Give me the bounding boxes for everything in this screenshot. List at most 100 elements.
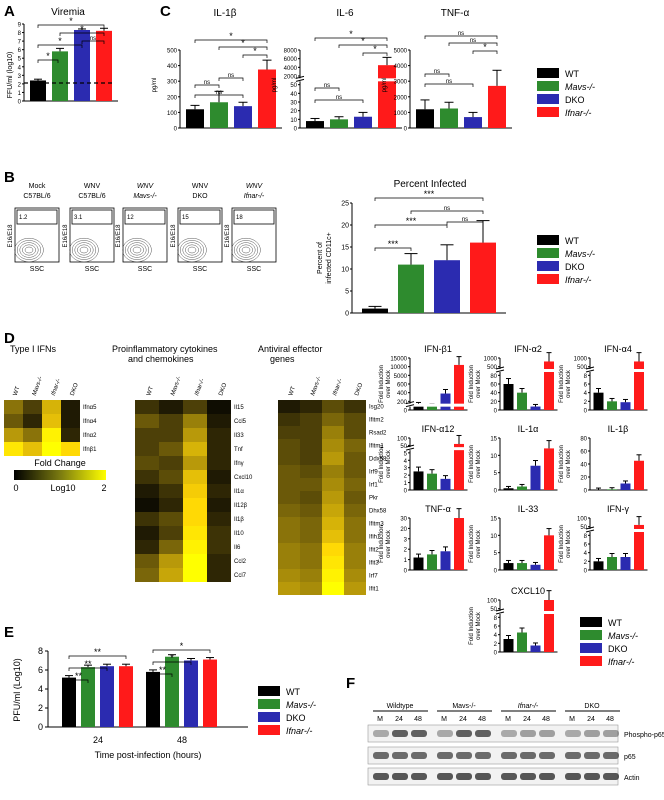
blot-group-0: Wildtype [387,703,414,710]
heat-anti-cell [322,569,344,582]
heat-ifn-row-label-2: Ifnα2 [83,433,97,439]
fold-9-y-tick-label: 4 [494,633,498,639]
fold-1-y-tick-label: 60 [490,383,497,389]
fold-7-y-tick-label: 10 [490,534,497,540]
blot-group-3: DKO [584,703,600,710]
heat-pro-cell [207,400,231,414]
heat-anti-row-label-13: Irf7 [369,574,378,580]
heat-anti-cell [344,478,366,491]
flow-contour-1 [71,240,97,260]
legend-d-swatch-0 [580,617,602,627]
viremia-y-tick-label: 3 [18,74,22,80]
fold-title-9: CXCL10 [511,586,545,596]
legend-panel-c: WT Mavs-/- DKO Ifnar-/- [537,68,595,118]
flow-contour-0 [22,244,36,256]
cytokine-1-y-tick-label: 8000 [284,49,298,55]
flow-contour-0 [19,242,39,258]
heat-pro-row-label-8: Il1β [234,517,244,523]
fold-3-y-tick-label: 4 [404,459,408,465]
cytokine-ylabel-1: pg/ml [272,78,278,93]
blot-band [392,773,408,780]
heat-anti-cell [322,452,344,465]
legend-b-label-2: DKO [565,262,585,272]
flow-plot-2 [122,207,168,263]
heat-pro-cell [207,470,231,484]
flow-gate-4 [233,209,275,225]
cytokine-1-y-tick-label: 50 [290,83,297,89]
percent-ylabel2: infected CD11c+ [326,232,333,283]
fold-ylabel2-9: over Mock [476,611,482,640]
legend-c-label-3: Ifnar-/- [565,108,591,118]
fold-5-bar-3 [634,460,644,490]
heat-anti-cell [300,465,322,478]
il6-sig-3 [362,52,388,56]
blot-band [392,730,408,737]
heat-pro-cell [159,554,183,568]
blot-band [584,773,600,780]
heat-anti-cell [278,400,300,413]
heat-pro-row-label-6: Il1α [234,489,244,495]
e-sig-2-label: ** [84,659,92,669]
heat-pro-cell [207,526,231,540]
blot-band [501,752,517,759]
heat-pro-col-2: Ifnar-/- [194,378,206,397]
percent-infected-y-tick-label: 0 [345,311,349,318]
growth-ylabel: PFU/ml (Log10) [12,658,22,722]
blot-band [520,773,536,780]
tnf-sig-3-label: * [483,42,487,52]
viremia-y-tick-label: 9 [18,23,22,29]
blot-band [437,752,453,759]
fold-0-y-tick-label: 10000 [390,365,407,371]
fold-0-axis-break-gap [406,403,470,407]
flow-contour-1 [77,244,91,256]
heat-ifn-row-label-3: Ifnβ1 [83,447,97,453]
fold-0-bar-2 [440,393,451,410]
fold-2-y-tick-label: 8 [584,374,588,380]
cytokine-title-2: TNF-α [441,8,470,19]
flow-ylabel-2: E16/E18 [116,224,122,248]
heat-anti-cell [322,478,344,491]
cytokine-0-y-tick-label: 300 [167,80,178,86]
fold-7-bar-3 [544,535,554,570]
il6-sig-3-label: * [373,44,377,54]
blot-band [475,730,491,737]
scale-max: 2 [101,483,106,493]
fold-2-axis-break [585,366,595,370]
fold-8-axis-break-gap [586,529,650,532]
fold-4-y-tick-label: 0 [494,489,498,495]
cytokine-0-y-tick-label: 0 [174,127,178,133]
legend-d-label-2: DKO [608,644,628,654]
cytokine-2-y-tick-label: 0 [404,127,408,133]
legend-c-label-1: Mavs-/- [565,82,595,92]
heat-anti-cell [278,413,300,426]
fold-7-bar-2 [530,564,541,570]
heat-pro-cell [135,484,159,498]
heat-anti-cell [300,582,322,595]
flow-xlabel-2: SSC [138,266,152,273]
heat-anti-cell [278,491,300,504]
fold-4-bar-3 [544,448,554,490]
heat-pro-row-label-10: Il6 [234,545,241,551]
heat-anti-cell [344,452,366,465]
viremia-sig-3-label: * [69,16,73,26]
cytokine-ylabel-2: pg/ml [382,78,388,93]
heat-pro-cell [135,512,159,526]
flow-contour-3 [179,240,205,260]
viremia-bar-0 [30,80,46,101]
blot-band [456,752,472,759]
flow-gate-1 [71,209,113,225]
legend-e-label-0: WT [286,687,300,697]
fold-0-y-tick-label: 15000 [390,357,407,363]
cytokine-1-bar-0 [306,121,324,128]
fold-1-y-tick-label: 40 [490,391,497,397]
heat-pro-cell [183,568,207,582]
heat-anti-cell [278,582,300,595]
il1b-sig-2 [218,46,268,50]
heat-pro-cell [135,540,159,554]
heat-pro-row-label-3: Tnf [234,447,243,453]
blot-band [539,773,555,780]
blot-lane-0-1: 24 [395,716,403,723]
blot-band [603,773,619,780]
cytokine-1-y-tick-label: 6000 [284,57,298,63]
